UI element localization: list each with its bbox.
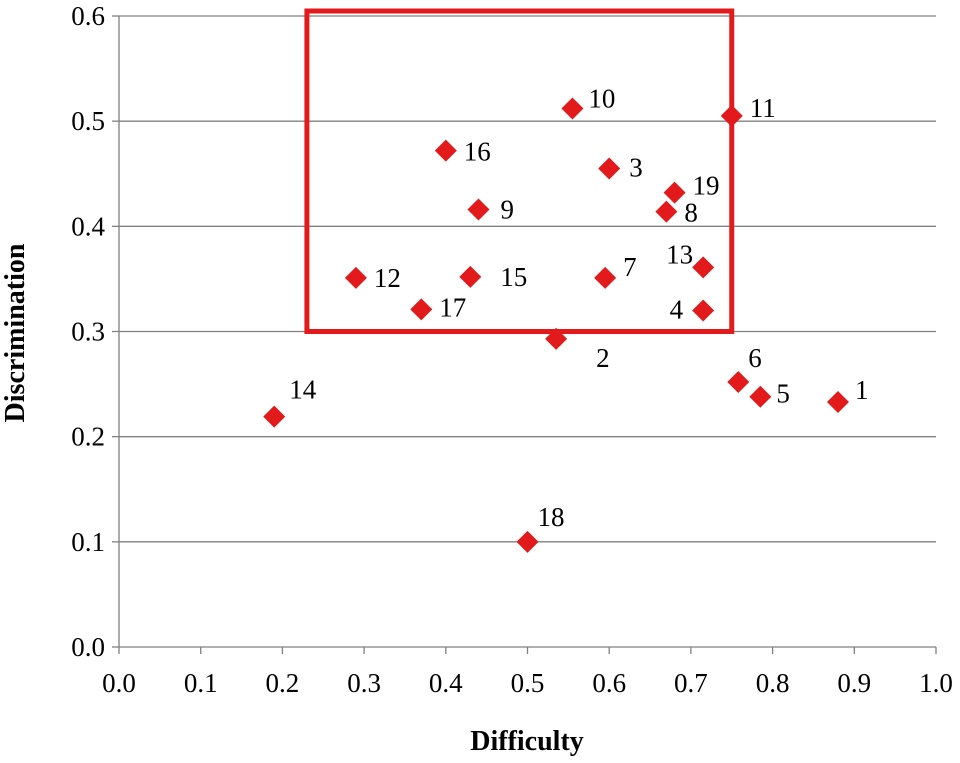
- data-point-label: 1: [855, 375, 869, 405]
- y-axis-title: Discrimination: [0, 243, 31, 422]
- data-point-label: 10: [588, 84, 615, 114]
- x-tick-label: 1.0: [919, 668, 953, 698]
- x-tick-label: 0.0: [102, 668, 136, 698]
- data-point: [720, 104, 743, 127]
- data-point: [594, 266, 617, 289]
- data-point: [826, 390, 849, 413]
- data-point-label: 3: [629, 152, 643, 182]
- data-point-label: 7: [623, 252, 637, 282]
- x-tick-label: 0.1: [184, 668, 218, 698]
- x-tick-label: 0.8: [756, 668, 790, 698]
- gridlines: [119, 15, 936, 543]
- data-point: [263, 405, 286, 428]
- data-point: [598, 157, 621, 180]
- highlight-box-layer: [304, 8, 735, 334]
- data-point: [749, 385, 772, 408]
- data-point-label: 19: [693, 171, 720, 201]
- y-tick-label: 0.4: [71, 211, 105, 241]
- data-points: [263, 97, 849, 553]
- data-point-label: 11: [750, 93, 776, 123]
- data-point-label: 18: [538, 502, 565, 532]
- data-point-label: 13: [666, 239, 693, 269]
- x-tick-label: 0.9: [837, 668, 871, 698]
- data-point: [516, 530, 539, 553]
- data-point-label: 5: [776, 379, 790, 409]
- data-point-label: 17: [439, 292, 466, 322]
- highlight-box: [304, 8, 735, 334]
- data-point-label: 16: [464, 137, 491, 167]
- axes: [112, 15, 937, 654]
- x-axis-title: Difficulty: [470, 726, 584, 757]
- data-point: [459, 265, 482, 288]
- data-point-label: 6: [748, 343, 762, 373]
- x-tick-label: 0.7: [674, 668, 708, 698]
- x-tick-label: 0.4: [429, 668, 463, 698]
- data-point-label: 14: [289, 375, 317, 405]
- data-point: [655, 200, 678, 223]
- x-tick-label: 0.6: [592, 668, 626, 698]
- y-tick-label: 0.5: [71, 106, 105, 136]
- x-tick-label: 0.2: [266, 668, 300, 698]
- data-point: [344, 266, 367, 289]
- y-tick-label: 0.2: [71, 422, 105, 452]
- data-point-label: 9: [500, 195, 513, 225]
- data-point: [545, 327, 568, 350]
- x-tick-label: 0.5: [511, 668, 545, 698]
- data-point: [692, 256, 715, 279]
- data-point-label: 4: [670, 294, 684, 324]
- data-point-label: 2: [596, 343, 610, 373]
- data-point: [561, 97, 584, 120]
- data-point-label: 12: [374, 263, 401, 293]
- x-tick-label: 0.3: [347, 668, 381, 698]
- data-point: [467, 198, 490, 221]
- data-point: [434, 139, 457, 162]
- y-tick-label: 0.1: [71, 527, 105, 557]
- data-point: [692, 299, 715, 322]
- data-point: [663, 181, 686, 204]
- y-tick-label: 0.6: [71, 1, 105, 31]
- y-tick-label: 0.3: [71, 317, 105, 347]
- data-point: [727, 370, 750, 393]
- tick-labels: 0.0 0.1 0.2 0.3 0.4 0.5 0.6 0.0 0.1 0.2 0.3 0.4 0.5 0…: [71, 1, 953, 698]
- data-point-label: 8: [684, 198, 698, 228]
- data-point-label: 15: [500, 262, 527, 292]
- y-tick-label: 0.0: [71, 632, 105, 662]
- data-point: [410, 298, 433, 321]
